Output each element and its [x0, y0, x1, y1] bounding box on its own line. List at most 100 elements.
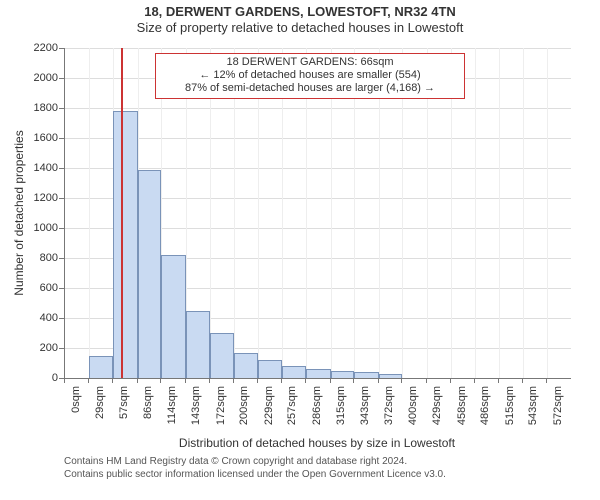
- annotation-line: ← 12% of detached houses are smaller (55…: [160, 69, 460, 82]
- histogram-bar: [258, 360, 282, 378]
- property-marker-line: [121, 48, 123, 378]
- x-tick-label: 429sqm: [431, 386, 443, 436]
- v-gridline: [475, 48, 476, 378]
- y-tick-mark: [59, 228, 64, 229]
- x-tick-mark: [450, 378, 451, 383]
- y-tick-label: 800: [18, 252, 58, 264]
- chart-container: 18, DERWENT GARDENS, LOWESTOFT, NR32 4TN…: [0, 0, 600, 500]
- histogram-bar: [379, 374, 403, 379]
- x-tick-mark: [474, 378, 475, 383]
- y-tick-label: 200: [18, 342, 58, 354]
- histogram-bar: [210, 333, 234, 378]
- x-tick-mark: [498, 378, 499, 383]
- credits-line-2: Contains public sector information licen…: [64, 469, 446, 482]
- y-tick-mark: [59, 288, 64, 289]
- x-tick-label: 257sqm: [286, 386, 298, 436]
- v-gridline: [523, 48, 524, 378]
- x-tick-mark: [88, 378, 89, 383]
- x-tick-mark: [64, 378, 65, 383]
- plot-area: 18 DERWENT GARDENS: 66sqm← 12% of detach…: [64, 48, 571, 379]
- x-tick-mark: [112, 378, 113, 383]
- v-gridline: [499, 48, 500, 378]
- x-tick-label: 86sqm: [142, 386, 154, 436]
- y-tick-mark: [59, 258, 64, 259]
- x-tick-mark: [546, 378, 547, 383]
- y-tick-mark: [59, 108, 64, 109]
- marker-annotation: 18 DERWENT GARDENS: 66sqm← 12% of detach…: [155, 53, 465, 99]
- x-tick-label: 486sqm: [479, 386, 491, 436]
- x-tick-label: 29sqm: [94, 386, 106, 436]
- x-tick-mark: [378, 378, 379, 383]
- x-tick-label: 315sqm: [335, 386, 347, 436]
- x-tick-label: 543sqm: [527, 386, 539, 436]
- y-tick-label: 600: [18, 282, 58, 294]
- x-tick-label: 515sqm: [504, 386, 516, 436]
- h-gridline: [65, 48, 571, 49]
- x-tick-label: 229sqm: [263, 386, 275, 436]
- x-tick-mark: [281, 378, 282, 383]
- x-tick-mark: [233, 378, 234, 383]
- x-tick-label: 458sqm: [456, 386, 468, 436]
- histogram-bar: [186, 311, 210, 379]
- x-tick-mark: [330, 378, 331, 383]
- y-tick-label: 0: [18, 372, 58, 384]
- y-axis-label: Number of detached properties: [12, 48, 26, 378]
- histogram-bar: [89, 356, 113, 379]
- y-tick-mark: [59, 78, 64, 79]
- y-tick-label: 2200: [18, 42, 58, 54]
- x-tick-mark: [426, 378, 427, 383]
- credits: Contains HM Land Registry data © Crown c…: [64, 456, 446, 481]
- x-tick-label: 572sqm: [552, 386, 564, 436]
- y-tick-label: 1800: [18, 102, 58, 114]
- y-tick-mark: [59, 138, 64, 139]
- h-gridline: [65, 138, 571, 139]
- x-tick-mark: [353, 378, 354, 383]
- histogram-bar: [354, 372, 378, 378]
- x-tick-mark: [137, 378, 138, 383]
- histogram-bar: [138, 170, 162, 379]
- page-title: 18, DERWENT GARDENS, LOWESTOFT, NR32 4TN: [0, 0, 600, 20]
- x-axis-label: Distribution of detached houses by size …: [64, 436, 570, 450]
- v-gridline: [547, 48, 548, 378]
- y-tick-label: 1400: [18, 162, 58, 174]
- page-subtitle: Size of property relative to detached ho…: [0, 20, 600, 36]
- v-gridline: [89, 48, 90, 378]
- histogram-bar: [113, 111, 137, 378]
- x-tick-label: 0sqm: [70, 386, 82, 436]
- y-tick-mark: [59, 168, 64, 169]
- h-gridline: [65, 108, 571, 109]
- y-tick-mark: [59, 348, 64, 349]
- x-tick-mark: [257, 378, 258, 383]
- x-tick-mark: [522, 378, 523, 383]
- annotation-line: 18 DERWENT GARDENS: 66sqm: [160, 56, 460, 69]
- x-tick-label: 372sqm: [383, 386, 395, 436]
- x-tick-label: 143sqm: [190, 386, 202, 436]
- x-tick-label: 286sqm: [311, 386, 323, 436]
- y-tick-label: 2000: [18, 72, 58, 84]
- histogram-bar: [161, 255, 185, 378]
- y-tick-mark: [59, 198, 64, 199]
- credits-line-1: Contains HM Land Registry data © Crown c…: [64, 456, 446, 469]
- y-tick-mark: [59, 318, 64, 319]
- x-tick-label: 400sqm: [407, 386, 419, 436]
- y-tick-label: 1200: [18, 192, 58, 204]
- x-tick-label: 343sqm: [359, 386, 371, 436]
- histogram-bar: [234, 353, 258, 379]
- y-tick-label: 1000: [18, 222, 58, 234]
- y-tick-label: 400: [18, 312, 58, 324]
- histogram-bar: [331, 371, 355, 379]
- annotation-line: 87% of semi-detached houses are larger (…: [160, 82, 460, 95]
- y-tick-mark: [59, 48, 64, 49]
- x-tick-mark: [160, 378, 161, 383]
- x-tick-label: 114sqm: [166, 386, 178, 436]
- x-tick-mark: [305, 378, 306, 383]
- histogram-bar: [282, 366, 306, 378]
- y-tick-label: 1600: [18, 132, 58, 144]
- x-tick-label: 57sqm: [118, 386, 130, 436]
- x-tick-mark: [185, 378, 186, 383]
- x-tick-mark: [209, 378, 210, 383]
- x-tick-label: 172sqm: [215, 386, 227, 436]
- histogram-bar: [306, 369, 330, 378]
- x-tick-label: 200sqm: [238, 386, 250, 436]
- x-tick-mark: [401, 378, 402, 383]
